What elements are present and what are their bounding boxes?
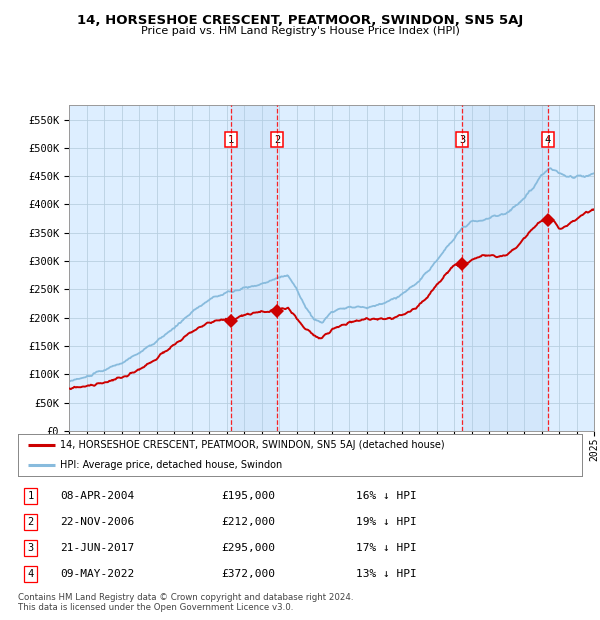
Text: £212,000: £212,000 xyxy=(221,517,275,527)
Text: £372,000: £372,000 xyxy=(221,569,275,578)
Text: 3: 3 xyxy=(459,135,466,144)
Text: 08-APR-2004: 08-APR-2004 xyxy=(60,491,134,501)
Text: 1: 1 xyxy=(27,491,34,501)
Text: HPI: Average price, detached house, Swindon: HPI: Average price, detached house, Swin… xyxy=(60,460,283,470)
Text: £195,000: £195,000 xyxy=(221,491,275,501)
Text: 1: 1 xyxy=(228,135,235,144)
Text: 2: 2 xyxy=(274,135,280,144)
Text: 17% ↓ HPI: 17% ↓ HPI xyxy=(356,542,417,553)
Text: 19% ↓ HPI: 19% ↓ HPI xyxy=(356,517,417,527)
Bar xyxy=(462,105,548,431)
Text: 21-JUN-2017: 21-JUN-2017 xyxy=(60,542,134,553)
Text: Contains HM Land Registry data © Crown copyright and database right 2024.
This d: Contains HM Land Registry data © Crown c… xyxy=(18,593,353,612)
Text: Price paid vs. HM Land Registry's House Price Index (HPI): Price paid vs. HM Land Registry's House … xyxy=(140,26,460,36)
Text: 13% ↓ HPI: 13% ↓ HPI xyxy=(356,569,417,578)
Text: 16% ↓ HPI: 16% ↓ HPI xyxy=(356,491,417,501)
Text: 14, HORSESHOE CRESCENT, PEATMOOR, SWINDON, SN5 5AJ: 14, HORSESHOE CRESCENT, PEATMOOR, SWINDO… xyxy=(77,14,523,27)
Text: £295,000: £295,000 xyxy=(221,542,275,553)
Text: 3: 3 xyxy=(27,542,34,553)
Text: 09-MAY-2022: 09-MAY-2022 xyxy=(60,569,134,578)
Text: 14, HORSESHOE CRESCENT, PEATMOOR, SWINDON, SN5 5AJ (detached house): 14, HORSESHOE CRESCENT, PEATMOOR, SWINDO… xyxy=(60,440,445,450)
Text: 4: 4 xyxy=(545,135,551,144)
Text: 22-NOV-2006: 22-NOV-2006 xyxy=(60,517,134,527)
Bar xyxy=(231,105,277,431)
Text: 4: 4 xyxy=(27,569,34,578)
Text: 2: 2 xyxy=(27,517,34,527)
